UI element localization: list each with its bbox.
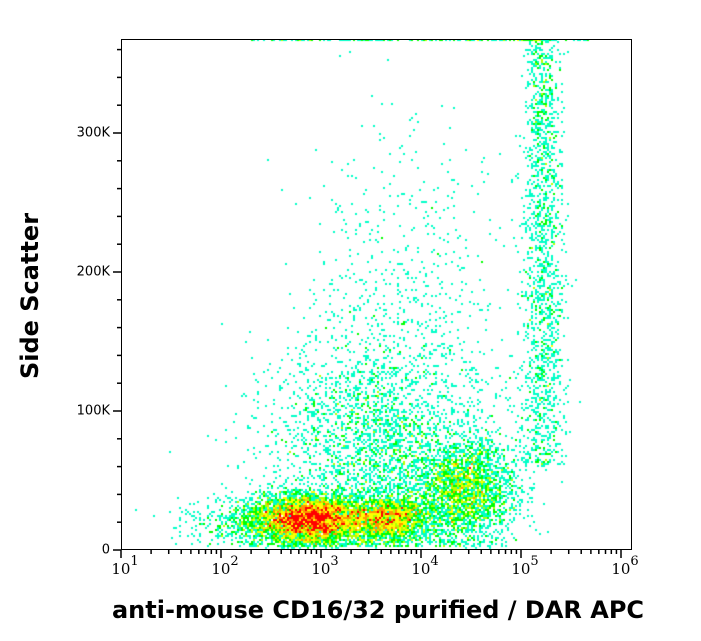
x-tick-label: 104 <box>411 554 439 578</box>
scatter-plot-area <box>121 39 632 550</box>
x-tick-label: 102 <box>211 554 239 578</box>
y-tick-label: 200K <box>76 264 110 280</box>
plot-frame <box>121 39 632 550</box>
x-tick-label: 103 <box>311 554 339 578</box>
x-tick-label: 101 <box>111 554 139 578</box>
x-axis-title: anti-mouse CD16/32 purified / DAR APC <box>111 596 645 624</box>
x-tick-label: 106 <box>611 554 639 578</box>
y-tick-label: 0 <box>101 542 110 558</box>
x-tick-label: 105 <box>511 554 539 578</box>
y-tick-label: 300K <box>76 125 110 141</box>
y-axis-title: Side Scatter <box>16 212 44 380</box>
y-tick-label: 100K <box>76 403 110 419</box>
